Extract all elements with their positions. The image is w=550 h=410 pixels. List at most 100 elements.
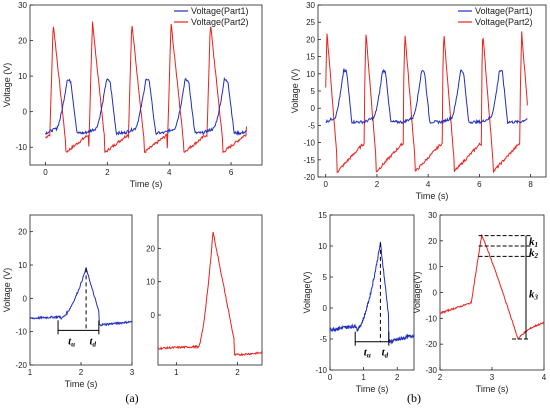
b-br-k3-label: k3 [529, 289, 539, 302]
a-br-ytick-label: 0 [151, 311, 156, 320]
b-bl-y-axis-label: Voltage(V) [302, 271, 312, 313]
a-top-xtick-label: 6 [229, 168, 234, 177]
a-top-legend-label-1: Voltage(Part1) [191, 6, 249, 16]
b-top-xtick-label: 4 [426, 180, 431, 189]
b-bl-xtick-label: 2 [395, 373, 400, 382]
a-bl-td-label: td [89, 335, 96, 348]
b-br-ytick-label: 30 [428, 211, 437, 220]
b-top-legend-label-2: Voltage(Part2) [475, 17, 533, 27]
b-top-xtick-label: 8 [528, 180, 533, 189]
b-bl-ytick-label: -5 [320, 335, 328, 344]
b-top-ytick-label: 0 [311, 104, 316, 113]
b-top-ytick-label: 5 [311, 87, 316, 96]
b-br-ytick-label: -30 [425, 366, 437, 375]
b-bl-td-subscript: d [385, 352, 389, 360]
a-top-xtick-label: 0 [43, 168, 48, 177]
b-br-ytick-label: 0 [433, 289, 438, 298]
b-bl-ytick-label: -10 [315, 366, 327, 375]
a-top-legend-label-2: Voltage(Part2) [191, 17, 249, 27]
b-br-k1-subscript: 1 [535, 241, 539, 249]
b-top-ytick-label: 10 [306, 70, 315, 79]
caption-b: (b) [407, 391, 421, 405]
b-top-ytick-label: -5 [308, 121, 316, 130]
a-br-pulse-line [157, 231, 263, 357]
b-top-ytick-label: 15 [306, 53, 315, 62]
a-bl-tu-subscript: u [71, 340, 75, 348]
a-top-ytick-label: 30 [18, 1, 27, 10]
a-top-ytick-label: 0 [23, 108, 28, 117]
b-top-ytick-label: 25 [306, 18, 315, 27]
a-bl-plot-frame [29, 214, 133, 366]
b-br-k3-subscript: 3 [534, 294, 539, 302]
b-top-legend-label-1: Voltage(Part1) [475, 6, 533, 16]
b-br-ytick-label: 10 [428, 263, 437, 272]
a-bl-ytick-label: -20 [15, 361, 27, 370]
b-bl-tu-subscript: u [367, 352, 371, 360]
b-top-chart: 0 2 4 6 8 -20 -15 -10 -5 0 5 10 15 20 25 30 Time (s) Volt… [290, 1, 547, 201]
a-bl-xtick-label: 1 [28, 368, 33, 377]
b-bl-ytick-label: 5 [323, 273, 328, 282]
caption-a: (a) [125, 391, 138, 405]
a-bl-ytick-label: 0 [23, 294, 28, 303]
b-br-xtick-label: 2 [438, 373, 443, 382]
b-bl-x-axis-label: Time (s) [356, 384, 389, 394]
b-br-xtick-label: 4 [542, 373, 547, 382]
a-top-chart: 0 2 4 6 -10 0 10 20 30 Time (s) Voltage (V) Voltage… [2, 1, 263, 189]
a-br-xtick-label: 2 [235, 368, 240, 377]
a-br-xtick-label: 1 [174, 368, 179, 377]
b-bl-chart: 0 1 2 -10 -5 0 5 10 15 Time (s) Voltage(V) tu td [302, 211, 415, 394]
b-top-y-axis-label: Voltage (V) [290, 69, 300, 114]
b-top-ytick-label: -10 [303, 139, 315, 148]
b-br-k2-subscript: 2 [534, 252, 539, 260]
b-top-x-axis-label: Time (s) [416, 191, 449, 201]
a-top-x-axis-label: Time (s) [130, 179, 163, 189]
a-top-series-part2-line [45, 21, 247, 154]
a-bl-tu-label: tu [68, 335, 75, 348]
b-top-series-part1-line [325, 67, 528, 125]
b-br-k1-label: k1 [529, 236, 538, 249]
a-br-ytick-label: 10 [146, 278, 155, 287]
b-top-xtick-label: 2 [375, 180, 380, 189]
a-bl-y-axis-label: Voltage (V) [2, 268, 12, 313]
b-bl-plot-frame [329, 214, 415, 371]
a-bl-ytick-label: 20 [18, 228, 27, 237]
b-br-ytick-label: 20 [428, 237, 437, 246]
a-bl-ytick-label: 10 [18, 261, 27, 270]
a-bl-xtick-label: 2 [79, 368, 84, 377]
a-top-xtick-label: 2 [105, 168, 110, 177]
a-top-ytick-label: -10 [15, 143, 27, 152]
a-top-ytick-label: 10 [18, 72, 27, 81]
b-bl-xtick-label: 1 [361, 373, 366, 382]
a-bl-xtick-label: 3 [130, 368, 135, 377]
b-br-xtick-label: 3 [490, 373, 495, 382]
a-top-series-part1-line [45, 76, 247, 137]
b-br-y-axis-label: Voltage(V) [412, 271, 422, 313]
a-top-xtick-label: 4 [167, 168, 172, 177]
b-top-xtick-label: 6 [477, 180, 482, 189]
a-top-y-axis-label: Voltage (V) [2, 63, 12, 108]
a-bl-x-axis-label: Time (s) [65, 379, 98, 389]
b-br-x-axis-label: Time (s) [476, 384, 509, 394]
b-bl-ytick-label: 10 [318, 242, 327, 251]
a-top-plot-frame [29, 4, 263, 166]
b-top-series-part2-line [325, 31, 528, 174]
b-bl-td-label: td [382, 347, 389, 360]
b-bl-ytick-label: 0 [323, 304, 328, 313]
b-br-k2-label: k2 [529, 247, 539, 260]
b-br-pulse-line [439, 233, 545, 340]
b-bl-pulse-line [329, 241, 415, 345]
b-bl-xtick-label: 0 [328, 373, 333, 382]
a-br-ytick-label: 20 [146, 244, 155, 253]
a-bl-td-subscript: d [93, 340, 97, 348]
b-top-ytick-label: 20 [306, 35, 315, 44]
b-br-ytick-label: -10 [425, 314, 437, 323]
a-top-ytick-label: 20 [18, 37, 27, 46]
b-br-ytick-label: -20 [425, 340, 437, 349]
b-top-ytick-label: -20 [303, 173, 315, 182]
a-bl-chart: 1 2 3 -20 -10 0 10 20 Time (s) Voltage (V) tu td [2, 214, 135, 389]
b-bl-tu-label: tu [364, 347, 371, 360]
a-bl-ytick-label: -10 [15, 328, 27, 337]
